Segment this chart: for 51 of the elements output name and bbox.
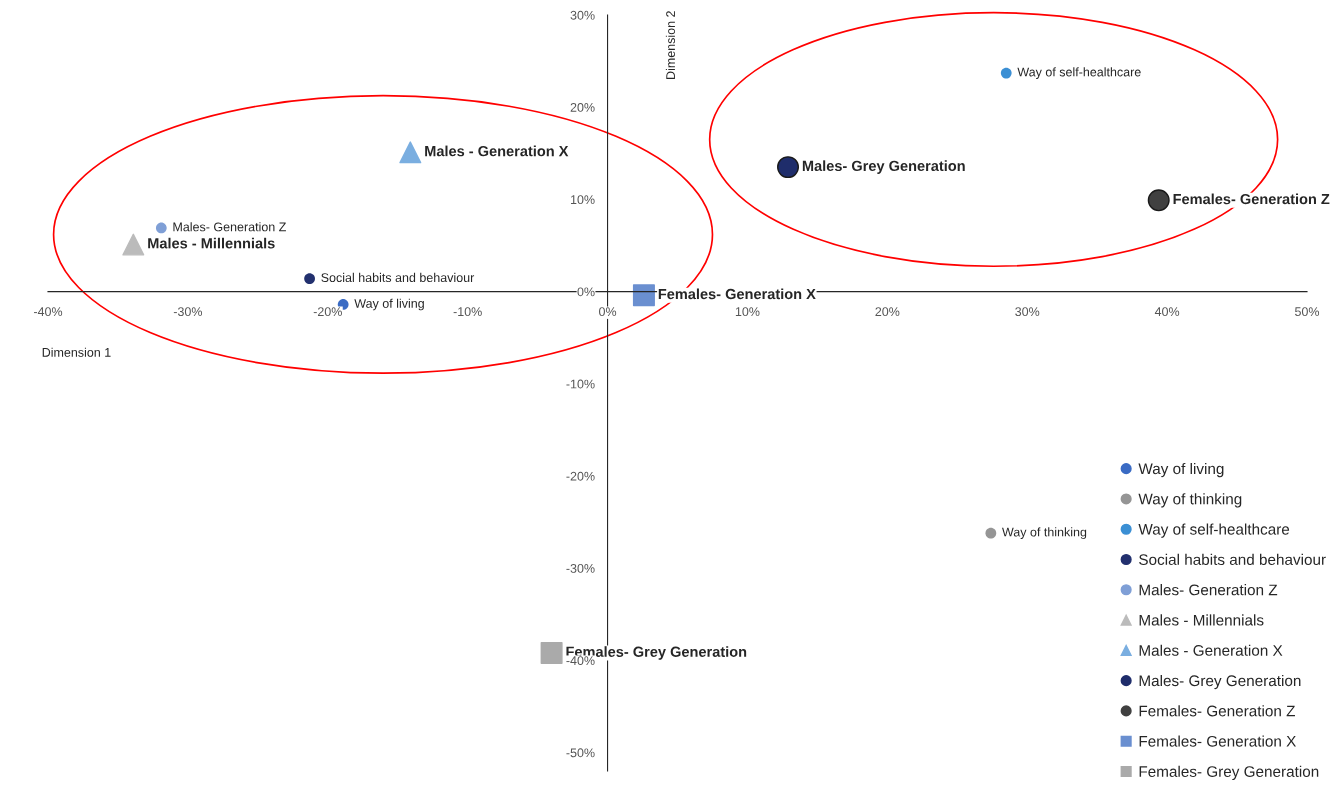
point [540,641,563,664]
point [1000,67,1012,79]
x-tick-label: 30% [1015,307,1040,317]
y-axis-title: Dimension 2 [665,11,676,79]
point [1147,189,1170,212]
legend-label: Males- Grey Generation [1139,674,1301,690]
x-tick-label: -40% [33,307,63,317]
point [985,527,997,539]
legend-label: Males - Millennials [1139,614,1264,626]
point [399,141,422,164]
y-tick-label: 20% [570,103,595,112]
text: Way of living [354,298,424,311]
x-tick-label: -30% [173,307,203,317]
legend-label: Males - Generation X [1139,644,1283,656]
y-tick-label: 30% [570,10,595,20]
x-tick-label: 0% [599,307,617,317]
y-tick-label: -10% [566,379,595,389]
text: Social habits and behaviour [321,272,475,283]
y-tick-label: 10% [570,195,595,205]
text: Males- Grey Generation [802,160,965,174]
text: Way of self-healthcare [1017,67,1141,79]
point [632,284,655,307]
point [122,233,145,256]
text: Way of thinking [1002,527,1087,539]
text: Males- Generation Z [173,222,286,232]
text: Females- Generation Z [1173,193,1330,205]
legend-label: Males- Generation Z [1139,584,1278,596]
point [777,156,800,179]
text: Males - Generation X [425,145,569,157]
y-tick-label: -30% [566,563,595,573]
y-tick-label: -20% [566,471,595,481]
point [304,273,315,285]
legend-label: Females- Generation Z [1139,705,1295,717]
x-tick-label: 20% [875,307,900,317]
x-axis-title: Dimension 1 [42,347,111,357]
text: Females- Generation X [658,288,816,300]
legend-label: Way of thinking [1138,493,1242,508]
x-tick-label: 50% [1294,307,1320,317]
legend-label: Females- Generation X [1139,735,1296,747]
text: Males - Millennials [148,237,275,249]
x-tick-label: 10% [735,307,760,317]
legend-label: Females- Grey Generation [1139,765,1319,781]
legend-label: Way of self-healthcare [1138,523,1290,538]
y-tick-label: -50% [566,748,595,758]
y-tick-label: 0% [577,287,595,297]
x-tick-label: -10% [453,307,482,317]
point [155,222,167,234]
legend-label: Way of living [1138,462,1224,478]
x-tick-label: -20% [313,307,342,317]
legend-label: Social habits and behaviour [1139,553,1326,566]
x-tick-label: 40% [1154,307,1180,317]
